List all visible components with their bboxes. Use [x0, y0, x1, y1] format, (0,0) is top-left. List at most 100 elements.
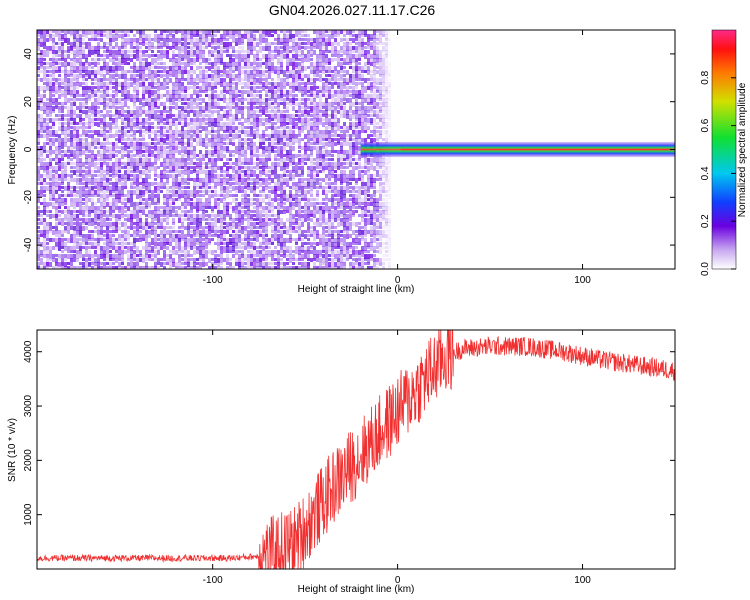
heatmap-cell — [256, 118, 259, 122]
heatmap-cell — [73, 78, 76, 81]
heatmap-cell — [37, 46, 40, 51]
heatmap-cell — [40, 98, 43, 103]
heatmap-cell — [100, 238, 103, 241]
heatmap-cell — [259, 34, 262, 38]
heatmap-cell — [280, 94, 283, 98]
heatmap-cell — [199, 126, 202, 129]
heatmap-cell — [226, 106, 229, 109]
heatmap-cell — [49, 254, 52, 259]
heatmap-cell — [169, 158, 172, 163]
heatmap-cell — [166, 118, 169, 123]
heatmap-cell — [124, 78, 127, 82]
heatmap-cell — [37, 246, 40, 250]
heatmap-cell — [166, 42, 169, 46]
heatmap-cell — [247, 62, 250, 66]
heatmap-cell — [271, 226, 274, 231]
heatmap-cell — [244, 266, 247, 269]
heatmap-cell — [124, 226, 127, 230]
heatmap-cell — [91, 234, 94, 239]
heatmap-cell — [250, 162, 253, 165]
heatmap-cell — [88, 166, 91, 170]
heatmap-cell — [205, 34, 208, 38]
heatmap-cell — [106, 258, 109, 261]
heatmap-cell — [286, 126, 289, 129]
heatmap-cell — [217, 94, 220, 99]
heatmap-cell — [265, 254, 268, 259]
heatmap-cell — [106, 130, 109, 133]
heatmap-cell — [199, 202, 202, 206]
heatmap-cell — [283, 142, 286, 146]
heatmap-cell — [247, 98, 250, 103]
heatmap-cell — [163, 78, 166, 82]
heatmap-cell — [169, 38, 172, 42]
heatmap-cell — [88, 42, 91, 46]
heatmap-cell — [79, 222, 82, 226]
heatmap-cell — [250, 218, 253, 221]
heatmap-cell — [82, 98, 85, 101]
heatmap-cell — [139, 258, 142, 262]
heatmap-cell — [139, 254, 142, 257]
heatmap-cell — [67, 70, 70, 74]
heatmap-cell — [187, 186, 190, 189]
heatmap-cell — [271, 122, 274, 126]
heatmap-cell — [181, 250, 184, 253]
heatmap-cell — [301, 74, 304, 79]
heatmap-cell — [52, 202, 55, 207]
heatmap-cell — [49, 82, 52, 87]
heatmap-cell — [52, 42, 55, 46]
heatmap-cell — [94, 202, 97, 205]
heatmap-cell — [229, 134, 232, 137]
heatmap-cell — [205, 238, 208, 242]
heatmap-cell — [178, 194, 181, 199]
heatmap-cell — [298, 130, 301, 135]
heatmap-cell — [208, 206, 211, 209]
heatmap-cell — [103, 142, 106, 147]
heatmap-cell — [166, 94, 169, 98]
heatmap-cell — [136, 162, 139, 167]
heatmap-cell — [43, 174, 46, 177]
heatmap-cell — [79, 98, 82, 101]
heatmap-cell — [52, 158, 55, 161]
heatmap-cell — [109, 258, 112, 261]
heatmap-cell — [250, 122, 253, 125]
heatmap-cell — [43, 34, 46, 38]
heatmap-cell — [187, 114, 190, 117]
heatmap-cell — [229, 194, 232, 197]
heatmap-cell — [301, 130, 304, 133]
heatmap-cell — [295, 226, 298, 229]
heatmap-cell — [265, 122, 268, 125]
heatmap-cell — [280, 30, 283, 33]
heatmap-cell — [145, 58, 148, 62]
heatmap-cell — [121, 34, 124, 39]
heatmap-cell — [262, 158, 265, 162]
heatmap-cell — [214, 110, 217, 113]
heatmap-cell — [277, 82, 280, 87]
heatmap-cell — [238, 238, 241, 243]
heatmap-cell — [238, 218, 241, 223]
heatmap-cell — [121, 210, 124, 215]
heatmap-cell — [274, 50, 277, 53]
heatmap-cell — [64, 150, 67, 155]
heatmap-cell — [52, 246, 55, 250]
heatmap-cell — [163, 86, 166, 90]
heatmap-cell — [253, 186, 256, 191]
heatmap-cell — [247, 90, 250, 94]
heatmap-cell — [163, 226, 166, 230]
heatmap-cell — [151, 130, 154, 134]
heatmap-cell — [253, 142, 256, 146]
heatmap-cell — [199, 70, 202, 75]
heatmap-cell — [271, 222, 274, 225]
heatmap-cell — [205, 94, 208, 97]
heatmap-cell — [199, 90, 202, 93]
heatmap-cell — [79, 114, 82, 119]
heatmap-cell — [262, 138, 265, 143]
heatmap-cell — [148, 130, 151, 133]
heatmap-cell — [289, 62, 292, 66]
heatmap-cell — [172, 146, 175, 150]
heatmap-cell — [142, 42, 145, 46]
heatmap-cell — [100, 162, 103, 167]
heatmap-cell — [121, 98, 124, 101]
heatmap-cell — [136, 126, 139, 129]
heatmap-cell — [196, 110, 199, 114]
